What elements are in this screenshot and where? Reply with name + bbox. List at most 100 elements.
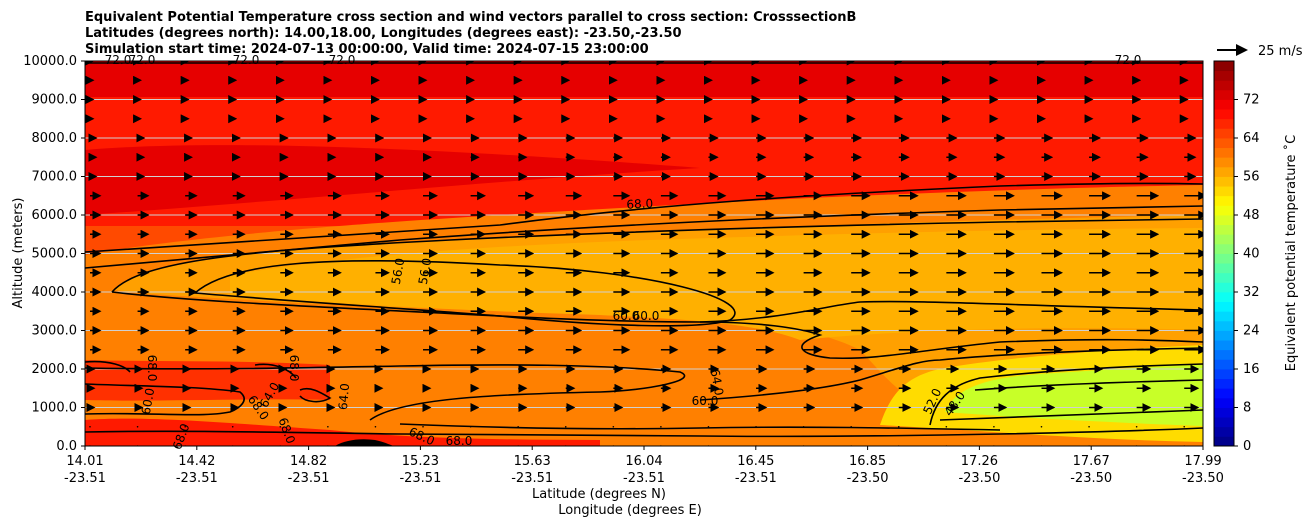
y-tick-label: 10000.0 <box>23 54 77 69</box>
fill-lowerleft-red <box>85 360 330 401</box>
colorbar-band <box>1214 234 1234 245</box>
wind-vector <box>1183 425 1186 428</box>
contour-label: 60.0 <box>139 387 157 416</box>
quiver-key-label: 25 m/s <box>1258 44 1303 59</box>
colorbar-band <box>1214 186 1234 197</box>
wind-vector <box>897 425 900 428</box>
x-axis-label-lat: Latitude (degrees N) <box>532 487 666 502</box>
x-tick-label-lon: -23.50 <box>1070 471 1112 486</box>
x-tick-label-lon: -23.51 <box>176 471 218 486</box>
colorbar-band <box>1214 128 1234 139</box>
contour-surface-1 <box>85 430 701 437</box>
colorbar-label: Equivalent potential temperature ˚C <box>1283 135 1299 371</box>
contour-label: 60.0 <box>613 309 640 323</box>
colorbar: 0 8 16 24 32 40 48 56 64 72 <box>1213 60 1260 454</box>
y-tick-label: 6000.0 <box>32 208 78 223</box>
y-tick-label: 3000.0 <box>32 324 78 339</box>
chart-title: Equivalent Potential Temperature cross s… <box>85 10 856 57</box>
wind-vector <box>612 425 615 428</box>
colorbar-band <box>1214 243 1234 254</box>
contour-label: 72.0 <box>329 53 356 67</box>
contour-surface-2 <box>699 427 1203 438</box>
colorbar-band <box>1214 292 1234 303</box>
contour-60-upper <box>111 218 1203 293</box>
colorbar-band <box>1214 349 1234 360</box>
colorbar-tick-label: 16 <box>1243 362 1260 377</box>
wind-vector <box>89 425 91 428</box>
colorbar-tick-label: 56 <box>1243 170 1260 185</box>
x-tick-label-lon: -23.51 <box>399 471 441 486</box>
x-tick-label-lon: -23.51 <box>623 471 665 486</box>
colorbar-band <box>1214 263 1234 274</box>
colorbar-band <box>1214 407 1234 418</box>
colorbar-tick-label: 8 <box>1243 401 1251 416</box>
contour-60-curve <box>699 321 1203 360</box>
y-tick-label: 9000.0 <box>32 93 78 108</box>
colorbar-band <box>1214 340 1234 351</box>
colorbar-band <box>1214 166 1234 177</box>
wind-vector <box>279 425 282 428</box>
contour-label: 68.0 <box>626 196 653 211</box>
colorbar-tick-label: 64 <box>1243 131 1260 146</box>
y-tick-label: 7000.0 <box>32 170 78 185</box>
colorbar-band <box>1214 224 1234 235</box>
x-tick-label-lon: -23.51 <box>288 471 330 486</box>
colorbar-band <box>1214 282 1234 293</box>
x-tick-label-lat: 17.26 <box>961 454 998 469</box>
wind-vector <box>517 425 519 428</box>
wind-vector <box>802 425 805 428</box>
contour-surface-3 <box>399 423 1001 431</box>
x-tick-label-lat: 16.85 <box>849 454 886 469</box>
x-axis: 14.01 -23.51 14.42 -23.51 14.82 -23.51 15.23 -2… <box>64 446 1224 486</box>
colorbar-band <box>1214 99 1234 110</box>
contour-label: 60.0 <box>633 309 660 323</box>
contour-label: 68.0 <box>145 355 159 382</box>
contour-64-upper <box>85 205 1203 269</box>
colorbar-tick-label: 0 <box>1243 439 1251 454</box>
colorbar-band <box>1214 417 1234 428</box>
y-tick-label: 5000.0 <box>32 247 78 262</box>
x-tick-label-lon: -23.50 <box>958 471 1000 486</box>
title-line-3: Simulation start time: 2024-07-13 00:00:… <box>85 42 649 57</box>
contour-label: 68.0 <box>287 355 301 382</box>
colorbar-band <box>1214 426 1234 437</box>
fill-top-darkred <box>85 61 1203 97</box>
contour-left-68 <box>85 360 131 373</box>
contour-label: 72.0 <box>129 53 156 67</box>
wind-vector <box>231 425 234 428</box>
colorbar-band <box>1214 388 1234 399</box>
colorbar-band <box>1214 330 1234 341</box>
contour-label: 68.0 <box>446 434 473 448</box>
contour-label: 60.0 <box>692 394 719 408</box>
contour-label: 64.0 <box>336 383 352 411</box>
wind-vector <box>564 425 567 428</box>
colorbar-band <box>1214 195 1234 206</box>
wind-vector <box>1040 425 1043 428</box>
y-tick-label: 0.0 <box>56 439 77 454</box>
wind-vector <box>1135 425 1138 428</box>
x-tick-label-lat: 17.99 <box>1184 454 1221 469</box>
contour-60-lower <box>699 347 1203 401</box>
contour-label: 72.0 <box>1115 53 1142 67</box>
colorbar-band <box>1214 89 1234 100</box>
wind-vector <box>1088 425 1090 428</box>
contour-label: 56.0 <box>389 257 407 286</box>
y-tick-label: 2000.0 <box>32 362 78 377</box>
colorbar-tick-label: 40 <box>1243 247 1260 262</box>
wind-vector <box>184 425 186 428</box>
colorbar-band <box>1214 359 1234 370</box>
colorbar-band <box>1214 138 1234 149</box>
wind-vector <box>755 425 757 428</box>
colorbar-tick-label: 48 <box>1243 208 1260 223</box>
contour-label: 72.0 <box>105 53 132 67</box>
colorbar-band <box>1214 205 1234 216</box>
x-tick-label-lon: -23.50 <box>1182 471 1224 486</box>
wind-vector <box>422 425 424 428</box>
contour-near-surface-2 <box>299 387 332 403</box>
colorbar-band <box>1214 70 1234 81</box>
x-tick-label-lon: -23.50 <box>847 471 889 486</box>
x-tick-label-lon: -23.51 <box>511 471 553 486</box>
wind-vector <box>327 425 329 428</box>
colorbar-band <box>1214 80 1234 91</box>
